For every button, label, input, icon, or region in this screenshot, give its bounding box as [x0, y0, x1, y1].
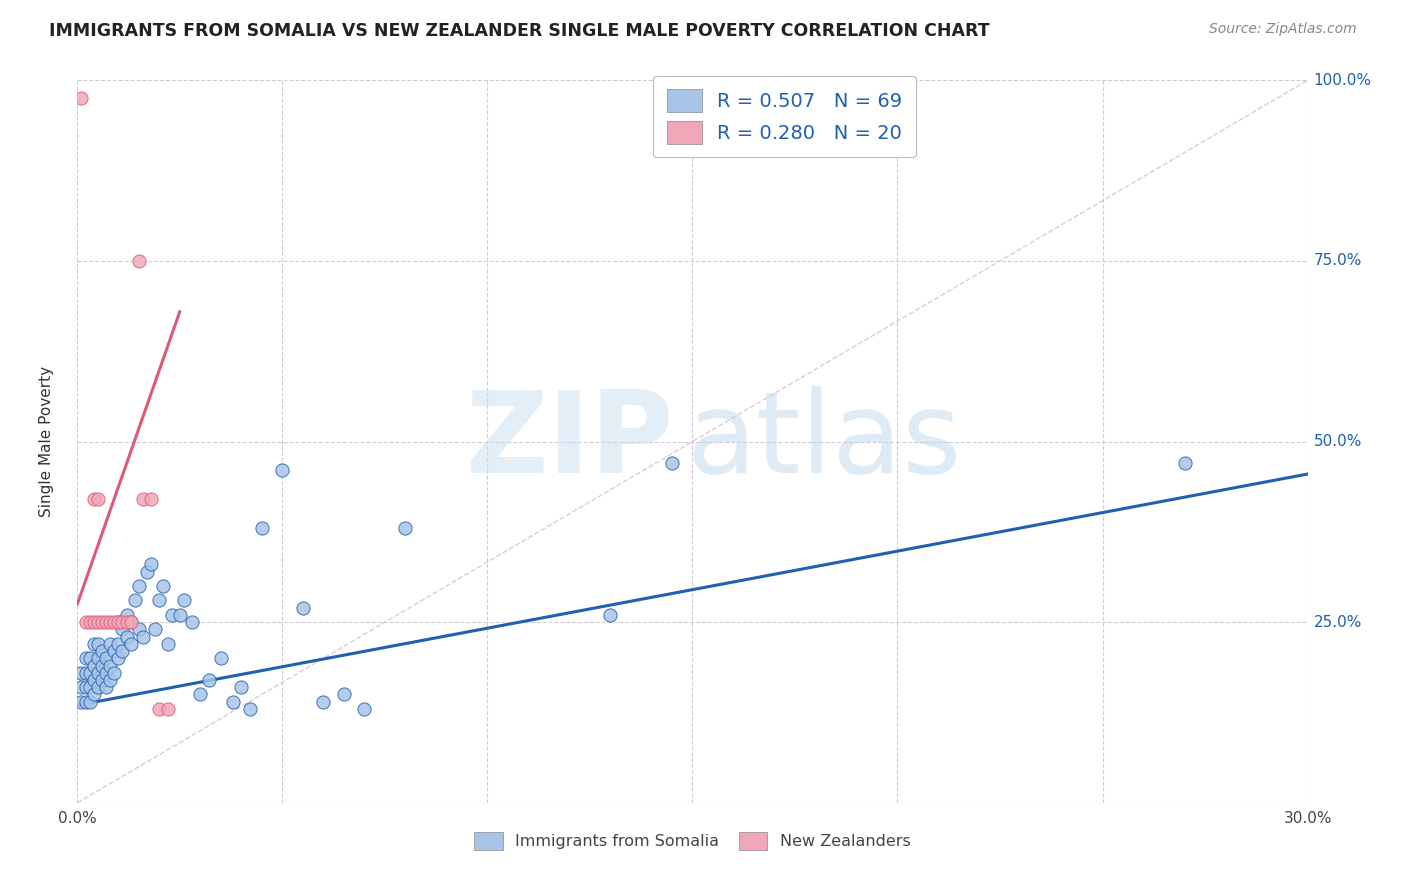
Point: [291, 600, 314, 615]
Point: [128, 623, 150, 637]
Point: [120, 615, 142, 630]
Legend: Immigrants from Somalia, New Zealanders: Immigrants from Somalia, New Zealanders: [464, 822, 921, 860]
Point: [87, 615, 110, 630]
Text: 50.0%: 50.0%: [1313, 434, 1362, 449]
Point: [132, 492, 155, 507]
Text: 100.0%: 100.0%: [1313, 73, 1372, 87]
Point: [75, 651, 97, 665]
Point: [83, 492, 105, 507]
Point: [83, 658, 105, 673]
Point: [128, 579, 150, 593]
Point: [239, 702, 262, 716]
Point: [98, 658, 121, 673]
Point: [148, 593, 170, 607]
Point: [136, 565, 159, 579]
Point: [70, 665, 93, 680]
Point: [75, 615, 97, 630]
Point: [98, 615, 121, 630]
Point: [250, 521, 273, 535]
Point: [661, 456, 683, 470]
Point: [103, 665, 125, 680]
Point: [115, 615, 138, 630]
Text: IMMIGRANTS FROM SOMALIA VS NEW ZEALANDER SINGLE MALE POVERTY CORRELATION CHART: IMMIGRANTS FROM SOMALIA VS NEW ZEALANDER…: [49, 22, 990, 40]
Point: [188, 687, 212, 701]
Point: [222, 695, 245, 709]
Point: [75, 665, 97, 680]
Point: [75, 695, 97, 709]
Text: ZIP: ZIP: [465, 386, 673, 497]
Point: [94, 665, 117, 680]
Point: [132, 630, 155, 644]
Point: [333, 687, 356, 701]
Point: [152, 579, 174, 593]
Point: [90, 673, 114, 687]
Point: [312, 695, 335, 709]
Point: [107, 615, 129, 630]
Point: [87, 680, 110, 694]
Point: [107, 637, 129, 651]
Point: [94, 651, 117, 665]
Point: [90, 644, 114, 658]
Text: 75.0%: 75.0%: [1313, 253, 1362, 268]
Point: [83, 637, 105, 651]
Point: [394, 521, 416, 535]
Point: [353, 702, 375, 716]
Point: [173, 593, 195, 607]
Text: atlas: atlas: [686, 386, 962, 497]
Point: [599, 607, 621, 622]
Point: [90, 615, 114, 630]
Point: [1174, 456, 1197, 470]
Point: [111, 615, 134, 630]
Point: [107, 651, 129, 665]
Point: [83, 615, 105, 630]
Point: [160, 607, 183, 622]
Point: [70, 91, 93, 105]
Point: [87, 665, 110, 680]
Point: [79, 665, 101, 680]
Point: [271, 463, 294, 477]
Point: [169, 607, 191, 622]
Point: [156, 637, 179, 651]
Point: [120, 637, 142, 651]
Point: [94, 615, 117, 630]
Point: [111, 644, 134, 658]
Point: [128, 253, 150, 268]
Point: [98, 637, 121, 651]
Point: [87, 637, 110, 651]
Point: [103, 644, 125, 658]
Point: [83, 687, 105, 701]
Point: [107, 615, 129, 630]
Point: [79, 695, 101, 709]
Point: [115, 630, 138, 644]
Point: [83, 673, 105, 687]
Text: Single Male Poverty: Single Male Poverty: [39, 366, 53, 517]
Text: 25.0%: 25.0%: [1313, 615, 1362, 630]
Point: [143, 623, 166, 637]
Point: [231, 680, 253, 694]
Text: Source: ZipAtlas.com: Source: ZipAtlas.com: [1209, 22, 1357, 37]
Point: [90, 658, 114, 673]
Point: [75, 680, 97, 694]
Point: [79, 615, 101, 630]
Point: [70, 695, 93, 709]
Point: [141, 492, 163, 507]
Point: [148, 702, 170, 716]
Point: [181, 615, 204, 630]
Point: [87, 492, 110, 507]
Point: [70, 680, 93, 694]
Point: [120, 615, 142, 630]
Point: [124, 593, 146, 607]
Point: [103, 615, 125, 630]
Point: [79, 651, 101, 665]
Point: [115, 607, 138, 622]
Point: [98, 673, 121, 687]
Point: [209, 651, 232, 665]
Point: [111, 623, 134, 637]
Point: [79, 680, 101, 694]
Point: [141, 558, 163, 572]
Point: [156, 702, 179, 716]
Point: [87, 651, 110, 665]
Point: [197, 673, 219, 687]
Point: [94, 680, 117, 694]
